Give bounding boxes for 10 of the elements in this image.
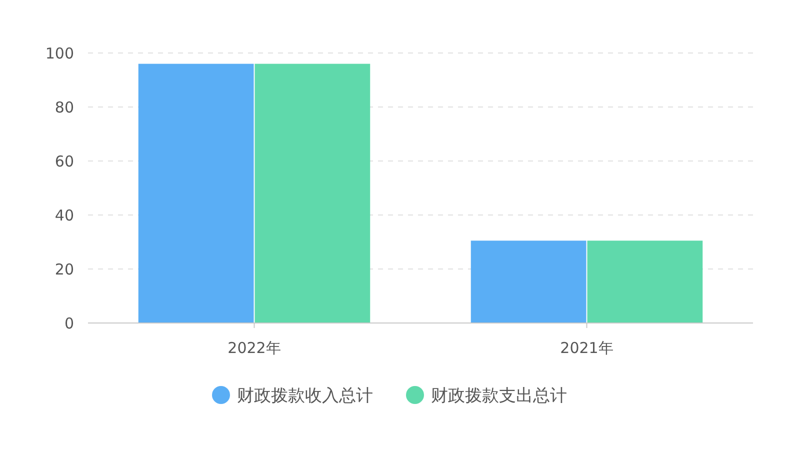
y-tick-label: 40	[54, 206, 74, 224]
y-tick-label: 60	[54, 152, 74, 170]
y-tick-label: 100	[45, 44, 74, 62]
y-tick-label: 80	[54, 98, 74, 116]
legend-label: 财政拨款支出总计	[431, 386, 567, 406]
x-tick-label: 2022年	[228, 339, 281, 357]
x-tick-label: 2021年	[560, 339, 614, 357]
y-tick-label: 0	[64, 314, 74, 332]
y-tick-label: 20	[54, 260, 74, 278]
legend-label: 财政拨款收入总计	[237, 386, 373, 406]
